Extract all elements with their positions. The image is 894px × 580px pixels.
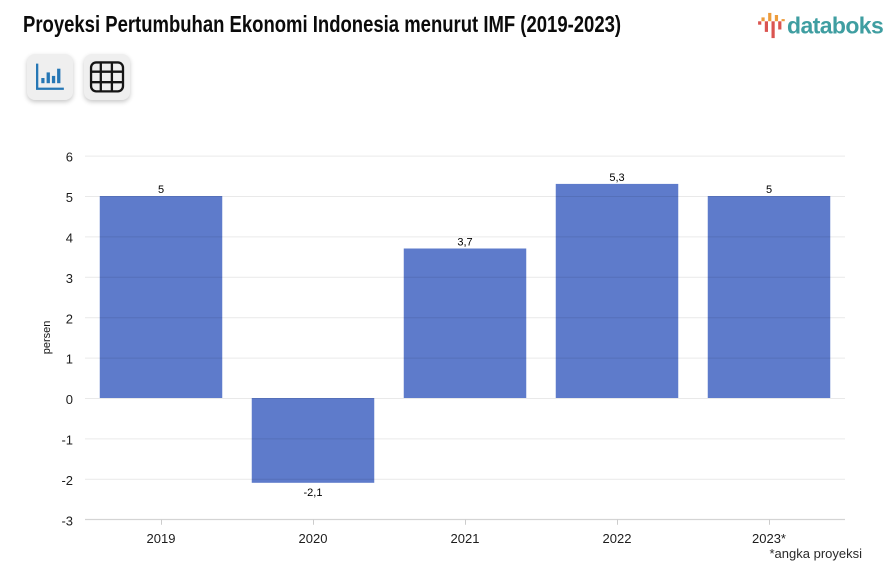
svg-text:3: 3 <box>66 271 73 286</box>
svg-text:6: 6 <box>66 150 73 165</box>
svg-text:-2: -2 <box>61 473 73 488</box>
svg-text:-2,1: -2,1 <box>304 487 323 499</box>
svg-text:2019: 2019 <box>147 531 176 546</box>
svg-text:2021: 2021 <box>451 531 480 546</box>
svg-text:3,7: 3,7 <box>457 237 472 249</box>
svg-text:-3: -3 <box>61 513 73 528</box>
svg-text:2022: 2022 <box>603 531 632 546</box>
svg-text:*angka proyeksi: *angka proyeksi <box>770 546 863 561</box>
svg-text:5: 5 <box>766 184 772 196</box>
svg-text:5: 5 <box>66 190 73 205</box>
svg-text:5: 5 <box>158 184 164 196</box>
svg-text:1: 1 <box>66 352 73 367</box>
svg-text:4: 4 <box>66 231 73 246</box>
svg-text:persen: persen <box>41 321 53 355</box>
svg-text:0: 0 <box>66 392 73 407</box>
svg-text:2: 2 <box>66 311 73 326</box>
svg-text:5,3: 5,3 <box>609 172 624 184</box>
svg-text:-1: -1 <box>61 433 73 448</box>
svg-text:2023*: 2023* <box>752 531 786 546</box>
svg-text:databoks: databoks <box>787 13 883 39</box>
svg-text:2020: 2020 <box>299 531 328 546</box>
